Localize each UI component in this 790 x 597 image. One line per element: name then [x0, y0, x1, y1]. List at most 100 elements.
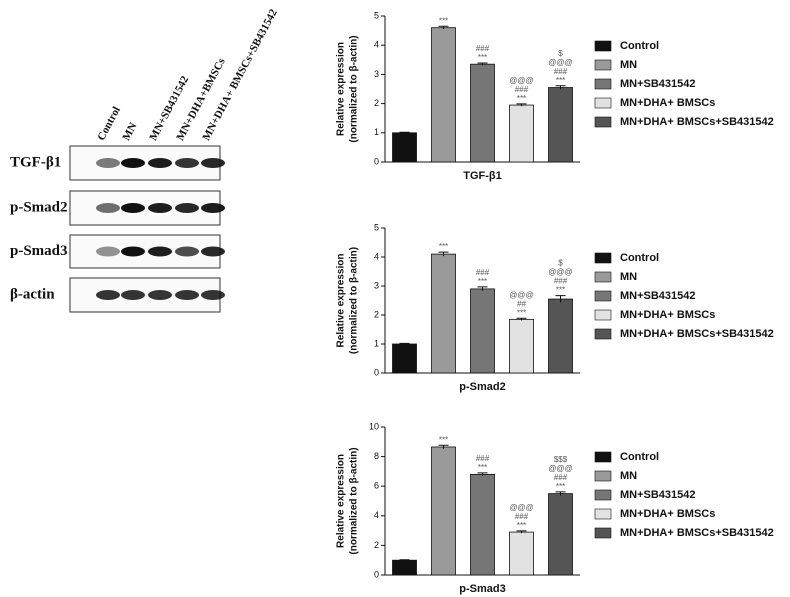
blot-band — [96, 203, 120, 213]
legend-label: MN — [620, 59, 637, 71]
blot-band — [175, 158, 199, 168]
significance-mark: *** — [517, 521, 526, 530]
legend-label: Control — [620, 40, 659, 52]
significance-mark: *** — [478, 53, 487, 62]
bar — [548, 493, 573, 576]
bar — [470, 473, 495, 576]
legend-label: MN+DHA+ BMSCs+SB431542 — [620, 328, 774, 340]
legend-label: MN+DHA+ BMSCs — [620, 97, 715, 109]
legend-swatch — [594, 470, 612, 482]
significance-mark: @@@ — [509, 290, 533, 299]
lane-label: MN — [120, 121, 139, 143]
significance-mark: @@@ — [509, 76, 533, 85]
significance-mark: ### — [554, 473, 568, 482]
legend-swatch — [594, 328, 612, 340]
row-label: p-Smad2 — [10, 199, 68, 215]
significance-mark: *** — [517, 308, 526, 317]
y-axis-label: Relative expression — [336, 454, 347, 548]
legend-swatch — [594, 527, 612, 539]
legend-label: MN+SB431542 — [620, 290, 696, 302]
y-axis-label: Relative expression — [336, 42, 347, 136]
significance-mark: *** — [439, 435, 448, 444]
blot-band — [148, 158, 172, 168]
legend-swatch — [594, 489, 612, 501]
error-bar — [516, 103, 527, 107]
significance-mark: *** — [439, 16, 448, 25]
error-bar — [438, 251, 449, 257]
error-bar — [555, 295, 566, 303]
blot-band — [121, 290, 145, 300]
legend-swatch — [594, 309, 612, 321]
legend-swatch — [594, 252, 612, 264]
row-label: β-actin — [10, 286, 55, 302]
significance-mark: ## — [517, 299, 526, 308]
blot-band — [148, 203, 172, 213]
blot-band — [148, 290, 172, 300]
y-tick-label: 6 — [374, 481, 379, 491]
error-bar — [477, 286, 488, 291]
error-bar — [555, 491, 566, 496]
blot-band — [201, 158, 225, 168]
bar — [392, 343, 417, 374]
blot-band — [201, 290, 225, 300]
significance-mark: @@@ — [509, 503, 533, 512]
bar — [548, 298, 573, 374]
bar — [392, 132, 417, 163]
legend-label: MN — [620, 470, 637, 482]
error-bar — [516, 317, 527, 321]
legend-label: Control — [620, 252, 659, 264]
error-bar — [438, 444, 449, 449]
significance-mark: @@@ — [548, 58, 572, 67]
legend-swatch — [594, 59, 612, 71]
y-axis-label: (normalized to β-actin) — [349, 247, 360, 354]
y-axis-label: (normalized to β-actin) — [349, 35, 360, 142]
y-tick-label: 0 — [374, 367, 379, 377]
blot-band — [96, 158, 120, 168]
x-axis-label: TGF-β1 — [463, 170, 502, 182]
y-tick-label: 3 — [374, 69, 379, 79]
legend-swatch — [594, 508, 612, 520]
error-bar — [477, 472, 488, 476]
legend-label: Control — [620, 451, 659, 463]
blot-band — [96, 290, 120, 300]
y-tick-label: 2 — [374, 98, 379, 108]
x-axis-label: p-Smad3 — [459, 583, 505, 595]
legend-label: MN+DHA+ BMSCs+SB431542 — [620, 116, 774, 128]
bar — [509, 104, 534, 163]
blot-band — [148, 246, 172, 257]
legend-swatch — [594, 451, 612, 463]
legend-swatch — [594, 40, 612, 52]
legend-label: MN+DHA+ BMSCs — [620, 508, 715, 520]
significance-mark: @@@ — [548, 464, 572, 473]
significance-mark: ### — [554, 277, 568, 286]
significance-mark: *** — [439, 242, 448, 251]
y-tick-label: 4 — [374, 40, 379, 50]
legend-swatch — [594, 116, 612, 128]
significance-mark: ### — [554, 67, 568, 76]
error-bar — [399, 342, 410, 345]
y-tick-label: 5 — [374, 222, 379, 232]
legend-label: MN+SB431542 — [620, 78, 696, 90]
y-tick-label: 2 — [374, 309, 379, 319]
blot-band — [175, 290, 199, 300]
bar — [431, 27, 456, 163]
error-bar — [516, 530, 527, 534]
lane-label: Control — [95, 105, 123, 143]
blot-band — [121, 158, 145, 168]
blot-band — [96, 246, 120, 257]
significance-mark: ### — [476, 268, 490, 277]
bar — [431, 253, 456, 374]
error-bar — [438, 25, 449, 30]
bar — [431, 446, 456, 576]
row-label: TGF-β1 — [10, 154, 61, 170]
error-bar — [477, 62, 488, 66]
error-bar — [399, 131, 410, 134]
y-tick-label: 0 — [374, 156, 379, 166]
blot-band — [121, 203, 145, 213]
row-label: p-Smad3 — [10, 243, 68, 259]
blot-band — [201, 203, 225, 213]
y-tick-label: 1 — [374, 127, 379, 137]
bar — [470, 63, 495, 163]
significance-mark: $ — [558, 259, 563, 268]
